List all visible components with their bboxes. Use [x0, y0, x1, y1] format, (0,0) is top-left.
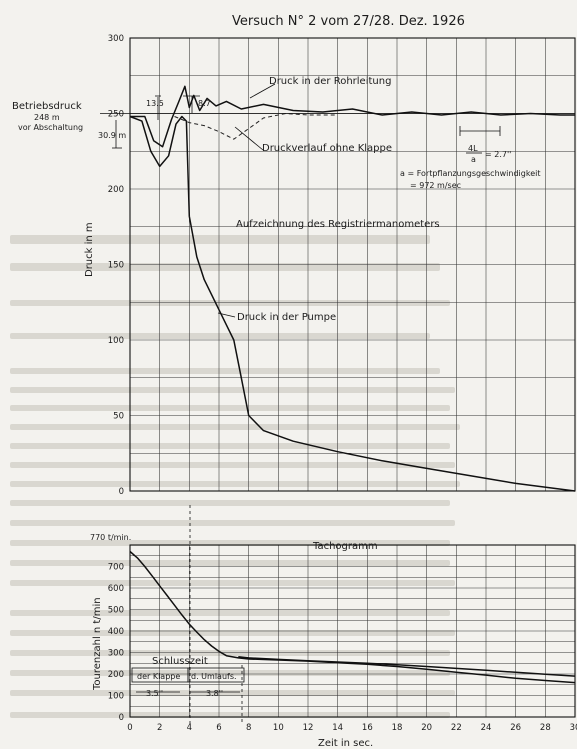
- series-label-rohrleitung: Druck in der Rohrleitung: [269, 76, 391, 87]
- annotation-248m: 248 m: [34, 113, 60, 122]
- tachogram-series: [129, 550, 576, 684]
- x-tick-label: 10: [273, 723, 284, 733]
- dimension-marks: [112, 83, 501, 725]
- y-axis-label-pressure: Druck in m: [84, 222, 95, 277]
- y-tick-label: 300: [108, 649, 124, 659]
- y-tick-label: 400: [108, 627, 124, 637]
- x-tick-label: 30: [570, 723, 577, 733]
- y-tick-label: 150: [108, 261, 124, 271]
- x-tick-label: 2: [157, 723, 162, 733]
- y-tick-label: 0: [119, 713, 124, 723]
- y-tick-label: 300: [108, 34, 124, 44]
- annotation-betriebsdruck: Betriebsdruck: [12, 101, 82, 112]
- annotation-770: 770 t/min.: [90, 533, 131, 542]
- tachogram-plot-frame: [129, 544, 576, 718]
- annotation-a: a: [471, 155, 476, 164]
- series-label-pumpe: Druck in der Pumpe: [237, 312, 336, 323]
- x-tick-label: 14: [332, 723, 343, 733]
- pressure-plot-frame: [129, 37, 576, 492]
- y-tick-label: 100: [108, 692, 124, 702]
- annotation-2-7: = 2.7'': [485, 150, 511, 159]
- y-tick-label: 200: [108, 185, 124, 195]
- chart-subtitle: Aufzeichnung des Registriermanometers: [236, 219, 440, 230]
- x-tick-label: 16: [362, 723, 373, 733]
- y-tick-label: 250: [108, 110, 124, 120]
- x-tick-label: 0: [127, 723, 132, 733]
- pressure-line-pumpe: [129, 115, 576, 492]
- x-tick-label: 22: [451, 723, 462, 733]
- y-tick-label: 50: [113, 412, 124, 422]
- annotation-schlusszeit: Schlusszeit: [152, 656, 208, 667]
- annotation-d-umlaufs: d. Umlaufs.: [191, 672, 237, 681]
- x-tick-label: 20: [421, 723, 432, 733]
- x-tick-label: 24: [481, 723, 492, 733]
- tachogram-y-ticks: 0 100 200 300 400 500 600 700: [108, 563, 124, 724]
- y-tick-label: 0: [119, 487, 124, 497]
- pressure-grid: [129, 37, 576, 492]
- x-tick-label: 8: [246, 723, 251, 733]
- annotation-vor-abschaltung: vor Abschaltung: [18, 123, 83, 132]
- y-tick-label: 600: [108, 584, 124, 594]
- x-tick-label: 26: [510, 723, 521, 733]
- x-tick-label: 6: [216, 723, 221, 733]
- y-tick-label: 200: [108, 670, 124, 680]
- pressure-line-rohrleitung: [130, 85, 575, 148]
- y-tick-label: 100: [108, 336, 124, 346]
- series-label-ohne-klappe: Druckverlauf ohne Klappe: [262, 143, 392, 154]
- tacho-title: Tachogramm: [312, 541, 378, 552]
- annotation-4l: 4L: [468, 144, 478, 153]
- tacho-line-2: [238, 656, 576, 677]
- annotation-fortpflanzung: a = Fortpflanzungsgeschwindigkeit: [400, 169, 540, 178]
- y-axis-label-tacho: Tourenzahl n t/min: [92, 597, 103, 691]
- pressure-series: [129, 85, 576, 492]
- annotation-3-5: 3.5'': [146, 689, 163, 698]
- y-tick-label: 500: [108, 606, 124, 616]
- annotation-30-9m: 30.9 m: [98, 131, 126, 140]
- annotation-8-7: 8.7: [198, 99, 211, 108]
- annotation-13-5: 13.5: [146, 99, 164, 108]
- phase-labels-frame: [131, 667, 245, 683]
- x-axis-label: Zeit in sec.: [318, 738, 373, 749]
- annotation-der-klappe: der Klappe: [137, 672, 180, 681]
- x-tick-label: 28: [540, 723, 551, 733]
- annotation-972: = 972 m/sec: [410, 181, 461, 190]
- x-tick-label: 18: [392, 723, 403, 733]
- y-tick-label: 700: [108, 563, 124, 573]
- pressure-y-ticks: 0 50 100 150 200 250 300: [108, 34, 124, 497]
- x-tick-label: 12: [303, 723, 314, 733]
- x-tick-label: 4: [187, 723, 192, 733]
- annotation-3-8: 3.8'': [206, 689, 223, 698]
- chart-title: Versuch N° 2 vom 27/28. Dez. 1926: [232, 14, 465, 29]
- tacho-line-1: [129, 550, 576, 684]
- pressure-line-ohne-klappe: [174, 112, 338, 140]
- time-x-ticks: 024681012141618202224262830: [127, 723, 577, 733]
